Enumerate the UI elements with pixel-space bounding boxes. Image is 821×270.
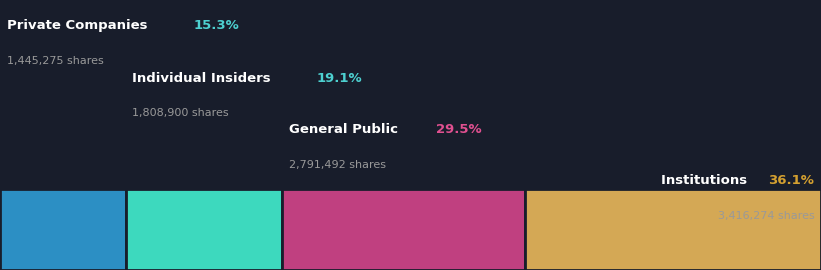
Text: 19.1%: 19.1% — [317, 72, 363, 85]
Bar — [126, 189, 282, 270]
Text: Individual Insiders: Individual Insiders — [132, 72, 275, 85]
Text: 15.3%: 15.3% — [194, 19, 240, 32]
Text: Institutions: Institutions — [661, 174, 752, 187]
Bar — [0, 189, 126, 270]
Bar — [525, 189, 821, 270]
Text: Private Companies: Private Companies — [7, 19, 152, 32]
Text: 1,808,900 shares: 1,808,900 shares — [132, 108, 229, 119]
Text: 1,445,275 shares: 1,445,275 shares — [7, 56, 103, 66]
Text: 29.5%: 29.5% — [436, 123, 481, 136]
Text: 3,416,274 shares: 3,416,274 shares — [718, 211, 814, 221]
Bar — [282, 189, 525, 270]
Text: General Public: General Public — [289, 123, 402, 136]
Text: 36.1%: 36.1% — [768, 174, 814, 187]
Text: 2,791,492 shares: 2,791,492 shares — [289, 160, 386, 170]
